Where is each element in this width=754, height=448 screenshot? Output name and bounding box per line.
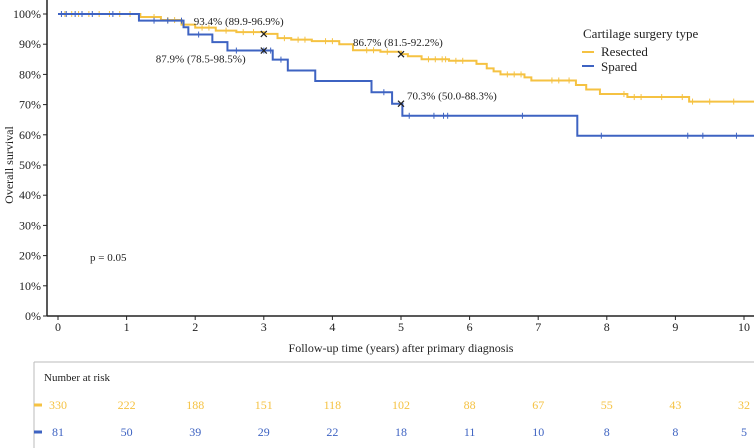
- risk-count: 8: [604, 425, 610, 439]
- annotation-label: 87.9% (78.5-98.5%): [156, 54, 246, 66]
- annotation-label: 93.4% (89.9-96.9%): [194, 16, 284, 28]
- risk-count: 118: [324, 398, 342, 412]
- x-tick-label: 6: [467, 320, 473, 334]
- x-tick-label: 1: [124, 320, 130, 334]
- x-tick-label: 9: [672, 320, 678, 334]
- risk-count: 10: [532, 425, 544, 439]
- risk-count: 81: [52, 425, 64, 439]
- risk-count: 330: [49, 398, 67, 412]
- risk-table: Number at risk 330 222 188 151 118 102 88 67 55 4…: [33, 361, 754, 448]
- y-tick-label: 60%: [19, 128, 41, 142]
- risk-count: 5: [741, 425, 747, 439]
- x-tick-label: 4: [329, 320, 335, 334]
- y-tick-label: 80%: [19, 67, 41, 81]
- legend-title: Cartilage surgery type: [583, 26, 699, 41]
- x-tick-label: 10: [738, 320, 750, 334]
- annotation-marker-x-icon: [397, 50, 405, 58]
- curve-resected: [58, 13, 754, 103]
- annotation-marker-stroke: [397, 100, 405, 108]
- annotation-label: 86.7% (81.5-92.2%): [353, 37, 443, 49]
- p-value: p = 0.05: [90, 252, 127, 264]
- risk-count: 32: [738, 398, 750, 412]
- x-axis-label: Follow-up time (years) after primary dia…: [289, 341, 514, 355]
- risk-count: 18: [395, 425, 407, 439]
- annotation-label: 70.3% (50.0-88.3%): [407, 91, 497, 103]
- annotation-marker-stroke: [260, 30, 268, 38]
- risk-count: 188: [186, 398, 204, 412]
- risk-count: 43: [669, 398, 681, 412]
- risk-count: 102: [392, 398, 410, 412]
- y-axis-label: Overall survival: [2, 126, 16, 204]
- risk-count: 22: [326, 425, 338, 439]
- y-tick-label: 50%: [19, 158, 41, 172]
- risk-table-title: Number at risk: [44, 372, 110, 384]
- legend-item-spared: Spared: [601, 59, 638, 74]
- annotation-marker-x-icon: [260, 30, 268, 38]
- annotations: 93.4% (89.9-96.9%) 87.9% (78.5-98.5%) 86.7…: [156, 16, 497, 108]
- x-tick-label: 2: [192, 320, 198, 334]
- x-tick-label: 3: [261, 320, 267, 334]
- x-tick-label: 5: [398, 320, 404, 334]
- risk-count: 50: [121, 425, 133, 439]
- risk-count: 8: [672, 425, 678, 439]
- y-tick-label: 100%: [13, 7, 41, 21]
- x-tick-label: 8: [604, 320, 610, 334]
- risk-count: 55: [601, 398, 613, 412]
- legend-item-resected: Resected: [601, 44, 648, 59]
- y-tick-label: 0%: [25, 309, 41, 323]
- y-tick-label: 10%: [19, 279, 41, 293]
- x-tick-label: 0: [55, 320, 61, 334]
- risk-count: 29: [258, 425, 270, 439]
- risk-count: 88: [464, 398, 476, 412]
- annotation-marker-x-icon: [397, 100, 405, 108]
- risk-count: 222: [118, 398, 136, 412]
- risk-count: 11: [464, 425, 476, 439]
- y-tick-label: 20%: [19, 249, 41, 263]
- annotation-marker-x-icon: [260, 47, 268, 54]
- y-tick-label: 40%: [19, 188, 41, 202]
- y-tick-label: 90%: [19, 37, 41, 51]
- legend: Cartilage surgery type Resected Spared: [582, 26, 699, 74]
- annotation-marker-stroke: [260, 47, 268, 54]
- annotation-marker-stroke: [397, 50, 405, 58]
- risk-count: 39: [189, 425, 201, 439]
- y-tick-label: 70%: [19, 98, 41, 112]
- x-tick-label: 7: [535, 320, 541, 334]
- risk-count: 151: [255, 398, 273, 412]
- axes: 0% 10% 20% 30% 40% 50% 60% 70% 80% 90% 100% 0 1 2 3 4 5 6…: [13, 0, 754, 334]
- risk-count: 67: [532, 398, 544, 412]
- y-tick-label: 30%: [19, 218, 41, 232]
